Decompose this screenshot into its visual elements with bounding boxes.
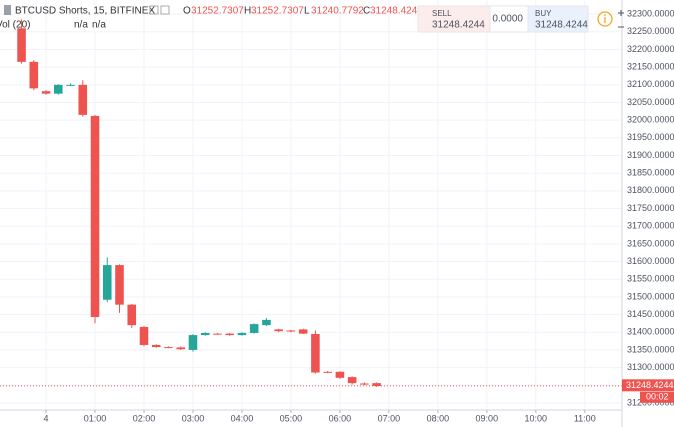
quantity-input[interactable] (489, 5, 529, 33)
info-icon-dot (604, 14, 606, 16)
candle-body (176, 347, 186, 350)
candle-body (372, 383, 381, 386)
buy-button[interactable] (527, 5, 589, 33)
last-price-tag (622, 379, 674, 392)
ohlc-label: O (183, 6, 191, 17)
x-tick-label: 4 (44, 413, 49, 423)
y-tick-label: 31600.0000 (627, 256, 674, 266)
candle-body (102, 265, 112, 300)
x-tick-label: 06:00 (329, 413, 352, 423)
candles (0, 19, 622, 388)
y-tick-label: 31700.0000 (627, 221, 674, 231)
candle-body (347, 377, 357, 384)
candle-body (249, 324, 259, 333)
y-tick-label: 31450.0000 (627, 309, 674, 319)
ohlc-value: 31240.7792 (311, 6, 364, 17)
buy-price: 31248.4244 (535, 20, 588, 31)
x-tick-label: 03:00 (182, 413, 205, 423)
y-tick-label: 31800.0000 (627, 185, 674, 195)
y-tick-label: 32150.0000 (627, 62, 674, 72)
sell-price: 31248.4244 (432, 20, 485, 31)
y-tick-label: 32200.0000 (627, 44, 674, 54)
symbol-title: BTCUSD Shorts, 15, BITFINEX (15, 6, 155, 17)
candle-body (335, 371, 345, 378)
candle-body (17, 28, 26, 62)
ohlc-value: 31252.7307 (251, 6, 304, 17)
collapse-icon[interactable] (4, 5, 11, 15)
x-tick-label: 08:00 (427, 413, 450, 423)
x-tick-label: 05:00 (280, 413, 303, 423)
candle-body (200, 332, 210, 336)
icon[interactable] (160, 5, 170, 15)
y-tick-label: 31850.0000 (627, 168, 674, 178)
axes: 31200.000031250.000031300.000031350.0000… (44, 9, 674, 423)
quantity: 0.0000 (492, 14, 523, 25)
candle-body (237, 332, 247, 336)
sell-label: SELL (432, 9, 452, 18)
y-tick-label: 31750.0000 (627, 203, 674, 213)
candle-body (90, 115, 100, 318)
y-tick-label: 31500.0000 (627, 291, 674, 301)
candle-body (29, 61, 39, 89)
x-tick-label: 01:00 (84, 413, 107, 423)
ohlc-value: 31248.4244 (370, 6, 423, 17)
candle-body (78, 84, 88, 115)
candle-body (225, 333, 234, 336)
x-tick-label: 04:00 (231, 413, 254, 423)
indicator-name: Vol (20) (0, 20, 30, 31)
candle-body (127, 304, 137, 326)
y-tick-label: 31650.0000 (627, 238, 674, 248)
indicator-bg (0, 19, 14, 30)
y-tick-label: 31400.0000 (627, 327, 674, 337)
candle-body (323, 371, 332, 373)
candle-body (188, 335, 198, 350)
x-tick-label: 11:00 (574, 413, 596, 423)
ohlc-label: H (244, 6, 251, 17)
x-tick-label: 02:00 (133, 413, 156, 423)
y-tick-label: 31350.0000 (627, 344, 674, 354)
y-tick-label: 32250.0000 (627, 26, 674, 36)
candle-body (115, 265, 124, 305)
candle-body (66, 84, 75, 86)
candle-body (41, 91, 51, 94)
candle-body (213, 333, 222, 335)
y-tick-label: 32050.0000 (627, 97, 674, 107)
candle-body (53, 84, 63, 94)
indicator-value: n/a (74, 20, 88, 31)
last-price-label: 31248.4244 (626, 380, 674, 390)
buy-label: BUY (535, 9, 552, 18)
candle-body (164, 347, 173, 349)
y-tick-label: 32000.0000 (627, 115, 674, 125)
y-tick-label: 32300.0000 (627, 9, 674, 19)
y-tick-label: 31550.0000 (627, 274, 674, 284)
candle-body (151, 344, 161, 348)
sell-button[interactable] (417, 5, 491, 33)
candle-body (139, 326, 149, 345)
ohlc-label: C (363, 6, 370, 17)
x-tick-label: 10:00 (525, 413, 548, 423)
ohlc-label: L (304, 6, 310, 17)
y-tick-label: 32100.0000 (627, 79, 674, 89)
candle-body (360, 383, 369, 385)
x-tick-label: 09:00 (476, 413, 499, 423)
candle-body (262, 319, 271, 326)
candle-body (298, 329, 308, 334)
y-tick-label: 31900.0000 (627, 150, 674, 160)
ohlc-value: 31252.7307 (191, 6, 244, 17)
x-tick-label: 07:00 (378, 413, 401, 423)
countdown-tag (640, 391, 674, 403)
candle-body (274, 329, 283, 332)
y-tick-label: 31300.0000 (627, 362, 674, 372)
countdown: 00:02 (646, 392, 669, 402)
candle-body (286, 330, 296, 332)
indicator-value: n/a (92, 20, 106, 31)
icon[interactable] (149, 5, 159, 15)
y-tick-label: 31950.0000 (627, 132, 674, 142)
candle-body (311, 334, 320, 373)
